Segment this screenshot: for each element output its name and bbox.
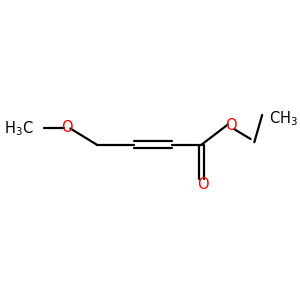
Text: O: O	[61, 120, 73, 135]
Text: O: O	[225, 118, 237, 133]
Text: O: O	[197, 178, 209, 193]
Text: $\mathregular{H_3C}$: $\mathregular{H_3C}$	[4, 119, 34, 138]
Text: $\mathregular{CH_3}$: $\mathregular{CH_3}$	[269, 110, 298, 128]
